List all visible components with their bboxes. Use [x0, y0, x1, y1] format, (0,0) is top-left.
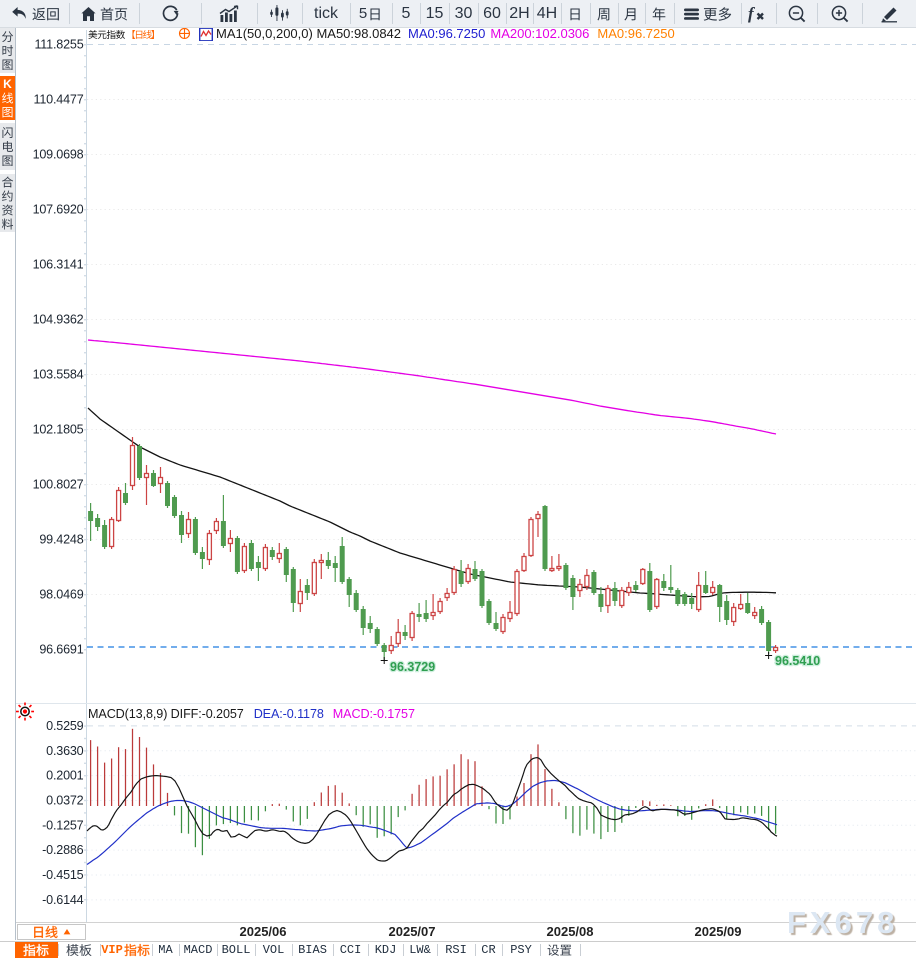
- svg-text:96.3729: 96.3729: [390, 660, 435, 674]
- svg-text:104.9362: 104.9362: [33, 313, 84, 327]
- svg-text:K: K: [3, 77, 12, 91]
- svg-text:96.5410: 96.5410: [775, 654, 820, 668]
- svg-text:96.3729: 96.3729: [390, 660, 435, 674]
- svg-text:0.2001: 0.2001: [46, 769, 84, 783]
- svg-text:102.1805: 102.1805: [33, 423, 84, 437]
- svg-text:109.0698: 109.0698: [33, 148, 84, 162]
- svg-text:110.4477: 110.4477: [34, 93, 84, 107]
- svg-text:0.0372: 0.0372: [46, 794, 84, 808]
- svg-text:96.6691: 96.6691: [39, 643, 83, 657]
- svg-text:0.3630: 0.3630: [46, 744, 84, 758]
- svg-text:-0.2886: -0.2886: [42, 843, 84, 857]
- svg-text:0.5259: 0.5259: [46, 719, 84, 733]
- svg-text:f: f: [748, 4, 756, 23]
- svg-text:-0.4515: -0.4515: [42, 868, 84, 882]
- svg-text:98.0469: 98.0469: [39, 588, 83, 602]
- svg-text:100.8027: 100.8027: [33, 478, 84, 492]
- svg-text:99.4248: 99.4248: [39, 533, 83, 547]
- svg-text:-0.6144: -0.6144: [42, 893, 84, 907]
- svg-text:106.3141: 106.3141: [33, 258, 84, 272]
- svg-text:96.5410: 96.5410: [775, 654, 820, 668]
- svg-text:103.5584: 103.5584: [33, 368, 84, 382]
- svg-text:111.8255: 111.8255: [34, 38, 83, 52]
- svg-text:-0.1257: -0.1257: [42, 818, 84, 832]
- svg-text:107.6920: 107.6920: [33, 203, 84, 217]
